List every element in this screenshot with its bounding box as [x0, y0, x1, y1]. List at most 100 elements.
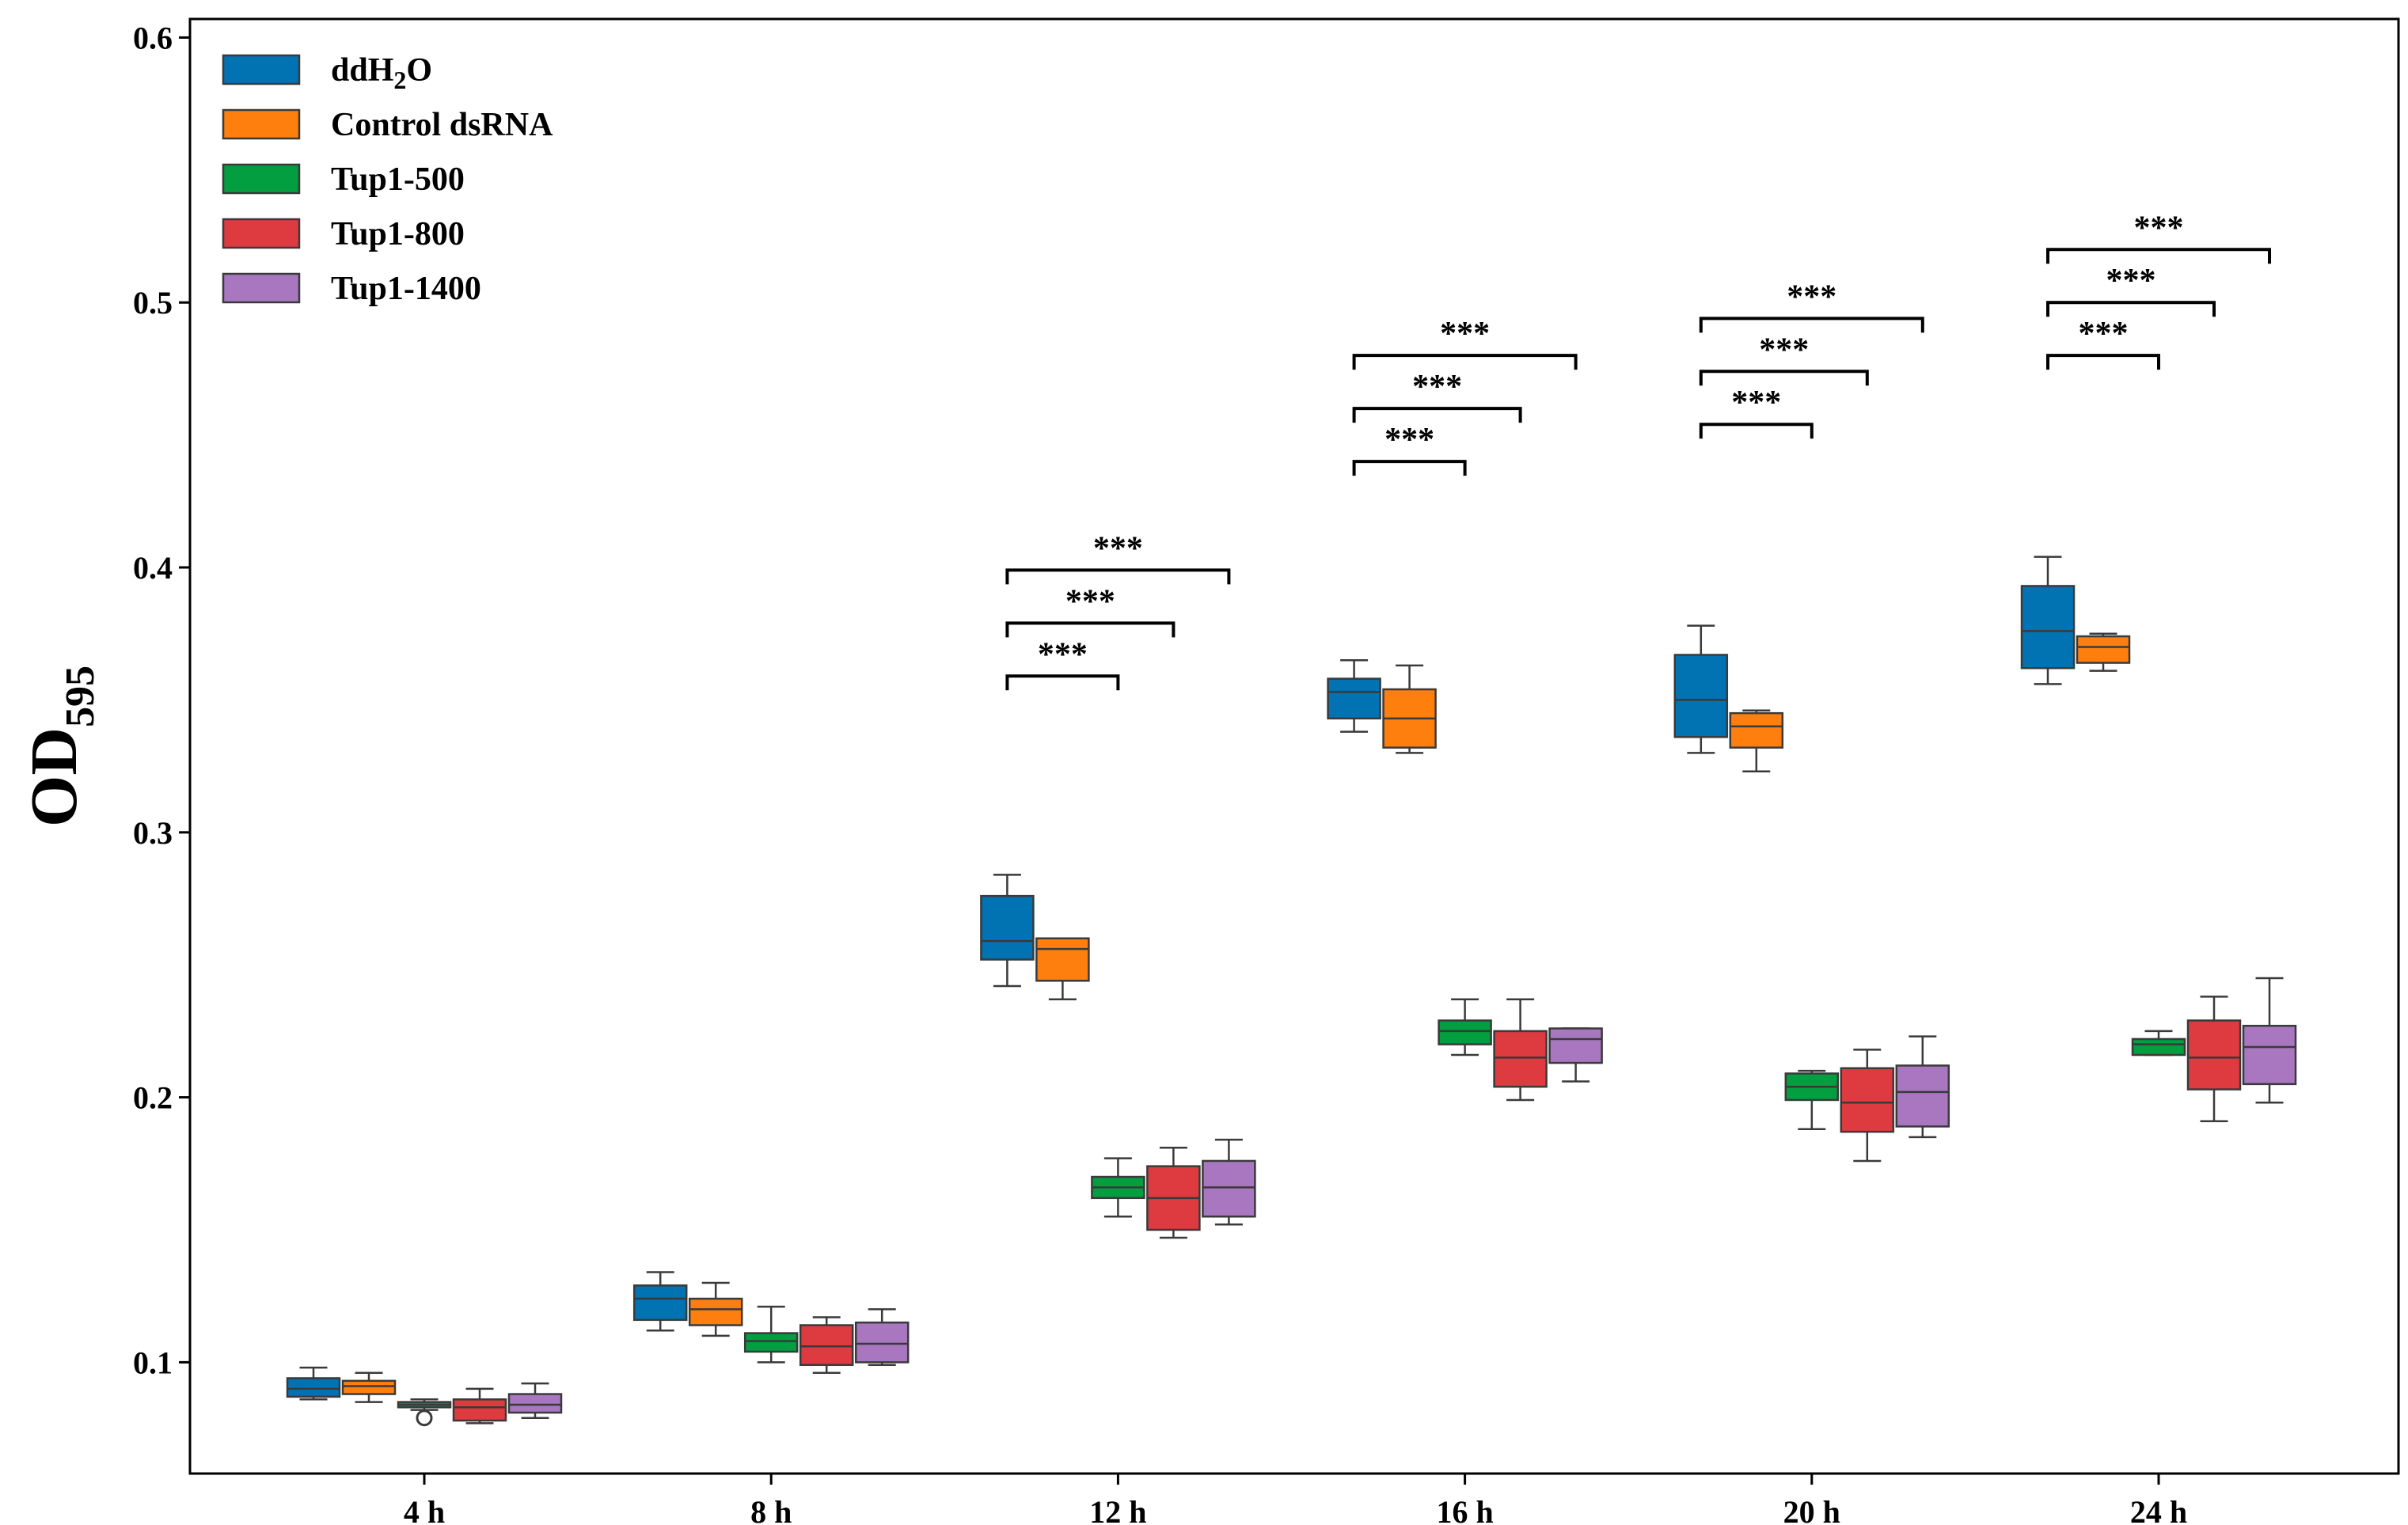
iqr-box	[2186, 1019, 2242, 1091]
iqr-box	[1202, 1159, 1256, 1218]
box-20h	[1840, 1049, 1895, 1163]
iqr-box	[1493, 1030, 1548, 1088]
significance-bracket	[1699, 423, 1814, 439]
box-8h	[854, 1308, 910, 1366]
box-8h	[743, 1305, 799, 1364]
legend-swatch	[222, 272, 301, 304]
x-tick-label: 4 h	[404, 1494, 445, 1525]
iqr-box	[632, 1284, 688, 1322]
box-4h	[452, 1387, 507, 1424]
significance-label: ***	[2079, 316, 2129, 352]
iqr-box	[1840, 1067, 1895, 1133]
significance-label: ***	[1093, 530, 1143, 567]
iqr-box	[507, 1393, 563, 1414]
iqr-box	[799, 1324, 854, 1366]
y-tick-label: 0.2	[133, 1080, 173, 1116]
iqr-box	[1035, 937, 1090, 982]
box-8h	[688, 1281, 743, 1337]
legend-swatch	[222, 54, 301, 85]
y-tick-label: 0.6	[133, 20, 173, 55]
box-20h	[1673, 624, 1729, 754]
iqr-box	[2242, 1024, 2297, 1086]
x-axis: 4 h 8 h 12 h 16 h 20 h 24 h	[404, 1474, 2187, 1525]
significance-brackets: *** *** *** *** *** *** *** *** *** *** *** ***	[1005, 210, 2271, 691]
y-tick-label: 0.5	[133, 285, 173, 321]
iqr-box	[1438, 1019, 1492, 1045]
iqr-box	[1673, 654, 1729, 738]
box-16h	[1327, 658, 1381, 733]
legend-swatch	[222, 108, 301, 140]
box-20h	[1729, 709, 1784, 773]
significance-label: ***	[1787, 279, 1836, 315]
legend: ddH2O Control dsRNA Tup1-500 Tup1-800 Tup1-1…	[222, 52, 553, 307]
box-24h	[2020, 556, 2076, 685]
significance-bracket	[2046, 354, 2160, 370]
box-12h	[1202, 1138, 1256, 1226]
significance-label: ***	[1065, 583, 1115, 620]
significance-label: ***	[1731, 385, 1781, 421]
x-tick-label: 12 h	[1089, 1494, 1146, 1525]
significance-bracket	[1352, 460, 1467, 476]
box-8h	[632, 1271, 688, 1332]
y-axis-label-subscript: 595	[58, 666, 103, 727]
significance-bracket	[1699, 317, 1924, 333]
iqr-box	[2131, 1038, 2186, 1056]
box-16h	[1382, 664, 1437, 754]
box-4h	[341, 1371, 397, 1403]
legend-label: Tup1-500	[331, 161, 465, 198]
y-axis-label: OD595	[17, 666, 103, 827]
box-16h	[1493, 998, 1548, 1102]
box-12h	[980, 874, 1035, 988]
box-20h	[1784, 1069, 1840, 1131]
significance-label: ***	[1384, 422, 1434, 458]
significance-label: ***	[1440, 316, 1490, 352]
significance-label: ***	[1412, 369, 1462, 405]
iqr-box	[341, 1379, 397, 1395]
significance-bracket	[1005, 621, 1176, 638]
y-axis-label-main: OD	[17, 727, 91, 827]
significance-bracket	[1352, 354, 1578, 370]
box-12h	[1035, 937, 1090, 1000]
iqr-box	[1548, 1027, 1603, 1064]
box-16h	[1438, 998, 1492, 1056]
legend-label: Tup1-800	[331, 216, 465, 252]
x-tick-label: 20 h	[1783, 1494, 1840, 1525]
series-tup1-800	[452, 996, 2242, 1424]
iqr-box	[688, 1297, 743, 1326]
box-24h	[2131, 1030, 2186, 1056]
significance-bracket	[1352, 407, 1522, 423]
box-4h	[507, 1382, 563, 1419]
box-4h	[397, 1398, 452, 1411]
iqr-box	[1729, 711, 1784, 749]
legend-swatch	[222, 163, 301, 195]
box-24h	[2186, 996, 2242, 1122]
y-tick-label: 0.1	[133, 1345, 173, 1380]
significance-label: ***	[1759, 332, 1809, 368]
significance-label: ***	[2106, 263, 2156, 299]
legend-label: Control dsRNA	[331, 107, 553, 143]
x-tick-label: 16 h	[1436, 1494, 1493, 1525]
iqr-box	[1327, 677, 1381, 720]
box-series-group	[286, 556, 2297, 1427]
plot-area-frame	[188, 17, 2400, 1475]
series-tup1-1400	[507, 977, 2297, 1419]
box-16h	[1548, 1027, 1603, 1083]
box-24h	[2076, 632, 2131, 672]
iqr-box	[2076, 635, 2131, 664]
iqr-box	[452, 1398, 507, 1422]
box-12h	[1091, 1157, 1145, 1218]
box-4h	[286, 1366, 341, 1401]
series-ddh2o	[286, 556, 2076, 1401]
significance-bracket	[2046, 248, 2271, 264]
significance-label: ***	[1038, 636, 1088, 673]
iqr-box	[743, 1332, 799, 1353]
significance-bracket	[1699, 370, 1869, 386]
significance-label: ***	[2134, 210, 2184, 246]
x-tick-label: 24 h	[2130, 1494, 2187, 1525]
x-tick-label: 8 h	[750, 1494, 792, 1525]
box-8h	[799, 1316, 854, 1375]
y-tick-label: 0.3	[133, 815, 173, 851]
significance-bracket	[2046, 301, 2216, 317]
significance-bracket	[1005, 568, 1231, 585]
